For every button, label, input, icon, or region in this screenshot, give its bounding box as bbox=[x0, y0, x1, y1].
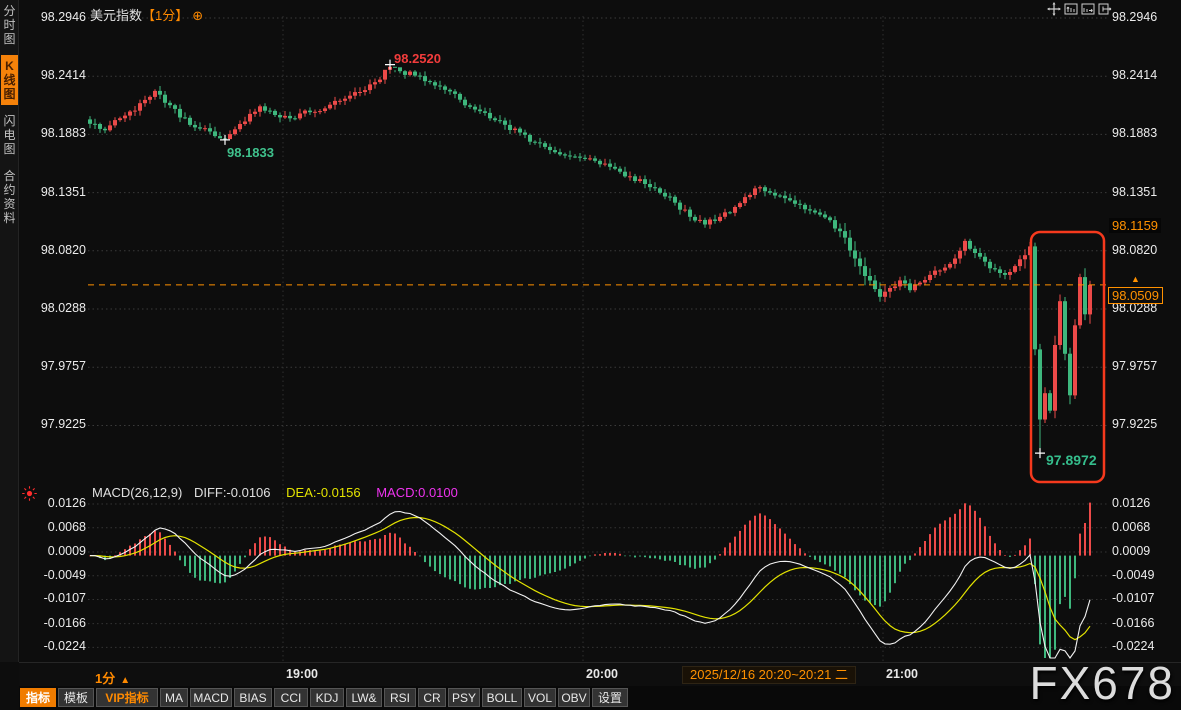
interval-indicator[interactable]: 1分 ▲ bbox=[95, 671, 131, 686]
macd-dea-value: DEA:-0.0156 bbox=[286, 485, 361, 500]
alert-starburst-icon[interactable] bbox=[21, 485, 38, 502]
candlesticks bbox=[88, 64, 1092, 454]
tab-OBV[interactable]: OBV bbox=[558, 688, 590, 707]
left-sidebar: 分时图 K线图闪电图合约资料 bbox=[0, 0, 19, 662]
chart-title: 美元指数【1分】 ⊕ bbox=[90, 5, 203, 24]
price-axis-label-left: 97.9757 bbox=[40, 359, 86, 374]
tab-VIP指标[interactable]: VIP指标 bbox=[96, 688, 158, 707]
macd-diff-line bbox=[89, 510, 1091, 659]
hover-time-tooltip: 2025/12/16 20:20~20:21 二 bbox=[682, 666, 856, 684]
time-axis-label: 20:00 bbox=[586, 667, 618, 681]
macd-axis-label-right: 0.0126 bbox=[1112, 496, 1151, 510]
sidebar-item-分时图[interactable]: 分时图 bbox=[3, 4, 16, 46]
macd-axis-label-right: 0.0068 bbox=[1112, 519, 1151, 534]
extreme-cross-marker bbox=[220, 134, 230, 145]
time-axis-label: 19:00 bbox=[286, 667, 318, 681]
macd-axis-label-right: -0.0107 bbox=[1112, 591, 1155, 606]
price-axis-label-left: 98.0820 bbox=[40, 242, 86, 257]
macd-axis-label-left: 0.0009 bbox=[47, 543, 86, 558]
session-high-label: 98.2520 bbox=[394, 51, 441, 66]
price-axis-label-right: 98.2414 bbox=[1112, 68, 1158, 83]
tab-LW&[interactable]: LW& bbox=[346, 688, 382, 707]
macd-axis-label-left: 0.0068 bbox=[47, 519, 86, 534]
indicator-tabs: 指标 模板 VIP指标 MA MACD BIAS CCI KDJ LW& RSI CR PSY BOLL… bbox=[20, 688, 628, 707]
price-axis-label-right: 98.2946 bbox=[1112, 10, 1158, 24]
interval-badge: 【1分】 bbox=[142, 8, 189, 23]
tab-MA[interactable]: MA bbox=[160, 688, 188, 707]
tab-设置[interactable]: 设置 bbox=[592, 688, 628, 707]
price-axis-label-right: 98.0820 bbox=[1112, 242, 1158, 257]
tab-MACD[interactable]: MACD bbox=[190, 688, 232, 707]
macd-params: MACD(26,12,9) bbox=[92, 485, 183, 500]
macd-axis-label-left: -0.0107 bbox=[43, 591, 86, 606]
upper-price-tag: 98.1159 bbox=[1109, 218, 1162, 233]
current-price-tag: 98.0509 bbox=[1108, 287, 1163, 304]
zoom-vertical-axis-icon[interactable] bbox=[1064, 2, 1078, 16]
brand-watermark: FX678 bbox=[1029, 657, 1175, 709]
price-axis-label-left: 98.2946 bbox=[40, 10, 86, 24]
indicator-tab-bar: 指标 模板 VIP指标 MA MACD BIAS CCI KDJ LW& RSI CR PSY BOLL… bbox=[19, 686, 1181, 710]
macd-axis-label-left: -0.0049 bbox=[43, 567, 86, 582]
macd-axis-label-right: 0.0009 bbox=[1112, 543, 1151, 558]
zoom-horizontal-axis-icon[interactable] bbox=[1081, 2, 1095, 16]
price-axis-label-left: 98.2414 bbox=[40, 68, 86, 83]
chart-toolbar bbox=[1047, 2, 1112, 16]
extreme-cross-marker bbox=[385, 59, 395, 70]
price-axis-label-right: 97.9757 bbox=[1112, 359, 1158, 374]
tab-CCI[interactable]: CCI bbox=[274, 688, 308, 707]
price-axis-label-left: 97.9225 bbox=[40, 417, 86, 432]
symbol-name: 美元指数 bbox=[90, 8, 143, 23]
macd-axis-label-left: 0.0126 bbox=[47, 496, 86, 510]
tab-VOL[interactable]: VOL bbox=[524, 688, 556, 707]
macd-axis-label-left: -0.0166 bbox=[43, 615, 86, 630]
price-axis-label-left: 98.1883 bbox=[40, 126, 86, 141]
macd-axis-label-right: -0.0224 bbox=[1112, 639, 1155, 654]
tab-BIAS[interactable]: BIAS bbox=[234, 688, 272, 707]
macd-value: MACD:0.0100 bbox=[376, 485, 458, 500]
interval-up-arrow-icon: ▲ bbox=[120, 675, 131, 686]
tab-模板[interactable]: 模板 bbox=[58, 688, 94, 707]
macd-axis-label-right: -0.0049 bbox=[1112, 567, 1155, 582]
price-marker-icon: ▲ bbox=[1131, 274, 1140, 284]
macd-histogram bbox=[89, 502, 1091, 658]
price-axis-label-left: 98.0288 bbox=[40, 301, 86, 316]
tab-PSY[interactable]: PSY bbox=[448, 688, 480, 707]
price-axis-label-left: 98.1351 bbox=[40, 184, 86, 199]
extreme-cross-marker bbox=[1035, 448, 1045, 459]
sidebar-item-K线图[interactable]: K线图 bbox=[1, 55, 18, 105]
tab-CR[interactable]: CR bbox=[418, 688, 446, 707]
sidebar-item-闪电图[interactable]: 闪电图 bbox=[3, 114, 16, 156]
pan-crosshair-icon[interactable] bbox=[1047, 2, 1061, 16]
crash-low-label: 97.8972 bbox=[1046, 452, 1097, 468]
time-axis-row: 1分 ▲ 2025/12/16 20:20~20:21 二 19:00 20:00 2… bbox=[19, 662, 1181, 686]
macd-axis-label-right: -0.0166 bbox=[1112, 615, 1155, 630]
gridlines bbox=[88, 16, 1108, 662]
session-low-label: 98.1833 bbox=[227, 145, 274, 160]
tab-RSI[interactable]: RSI bbox=[384, 688, 416, 707]
macd-diff-value: DIFF:-0.0106 bbox=[193, 485, 271, 500]
restore-view-icon[interactable] bbox=[1098, 2, 1112, 16]
time-axis-label: 21:00 bbox=[886, 667, 918, 681]
price-axis-label-right: 98.1351 bbox=[1112, 184, 1158, 199]
macd-axis-label-left: -0.0224 bbox=[43, 639, 86, 654]
macd-indicator-header: MACD(26,12,9) DIFF:-0.0106 DEA:-0.0156 M… bbox=[92, 485, 458, 500]
tab-KDJ[interactable]: KDJ bbox=[310, 688, 344, 707]
tab-BOLL[interactable]: BOLL bbox=[482, 688, 522, 707]
highlight-zone-box bbox=[1029, 230, 1106, 484]
tab-指标[interactable]: 指标 bbox=[20, 688, 56, 707]
price-axis-label-right: 98.1883 bbox=[1112, 126, 1158, 141]
price-axis-label-right: 97.9225 bbox=[1112, 417, 1158, 432]
sidebar-item-合约资料[interactable]: 合约资料 bbox=[3, 169, 16, 225]
price-axis-label-right: 98.0288 bbox=[1112, 301, 1158, 316]
add-compare-icon[interactable]: ⊕ bbox=[192, 8, 204, 23]
